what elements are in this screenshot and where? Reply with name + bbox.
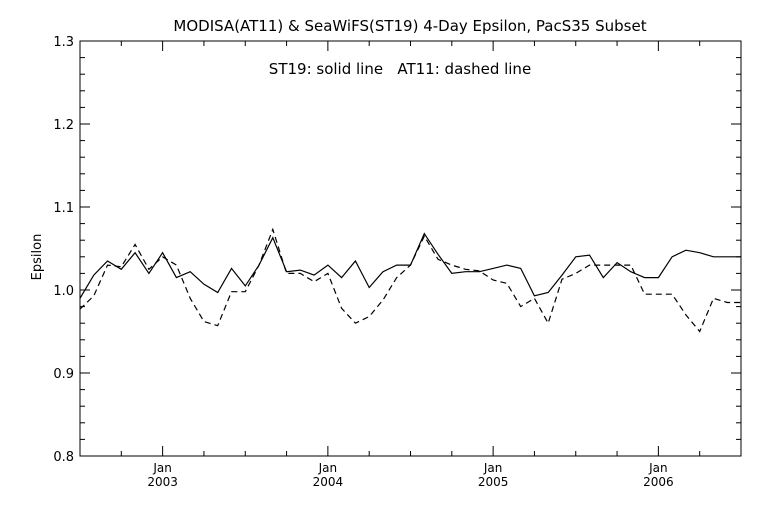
y-tick-label: 0.8 — [53, 450, 74, 465]
plot-frame — [79, 40, 742, 457]
y-tick-label: 1.0 — [53, 284, 74, 299]
x-tick-year-label: 2003 — [147, 475, 178, 489]
x-tick-year-label: 2005 — [478, 475, 509, 489]
x-tick-month-label: Jan — [648, 461, 668, 475]
x-tick-month-label: Jan — [152, 461, 172, 475]
y-axis-ticks: 0.8 0.9 1.0 1.1 1.2 1.3 — [53, 35, 741, 465]
x-tick-year-label: 2004 — [313, 475, 344, 489]
y-tick-label: 0.9 — [53, 367, 74, 382]
y-axis-label: Epsilon — [30, 234, 45, 281]
series-layer — [79, 227, 741, 333]
series-line-at11 — [79, 227, 741, 333]
x-tick-month-label: Jan — [483, 461, 503, 475]
series-annotation: ST19: solid line AT11: dashed line — [269, 60, 531, 78]
y-tick-label: 1.3 — [53, 35, 74, 50]
y-tick-label: 1.1 — [53, 201, 74, 216]
x-tick-year-label: 2006 — [643, 475, 674, 489]
y-tick-label: 1.2 — [53, 118, 74, 133]
x-tick-month-label: Jan — [318, 461, 338, 475]
chart-title: MODISA(AT11) & SeaWiFS(ST19) 4-Day Epsil… — [173, 17, 646, 35]
